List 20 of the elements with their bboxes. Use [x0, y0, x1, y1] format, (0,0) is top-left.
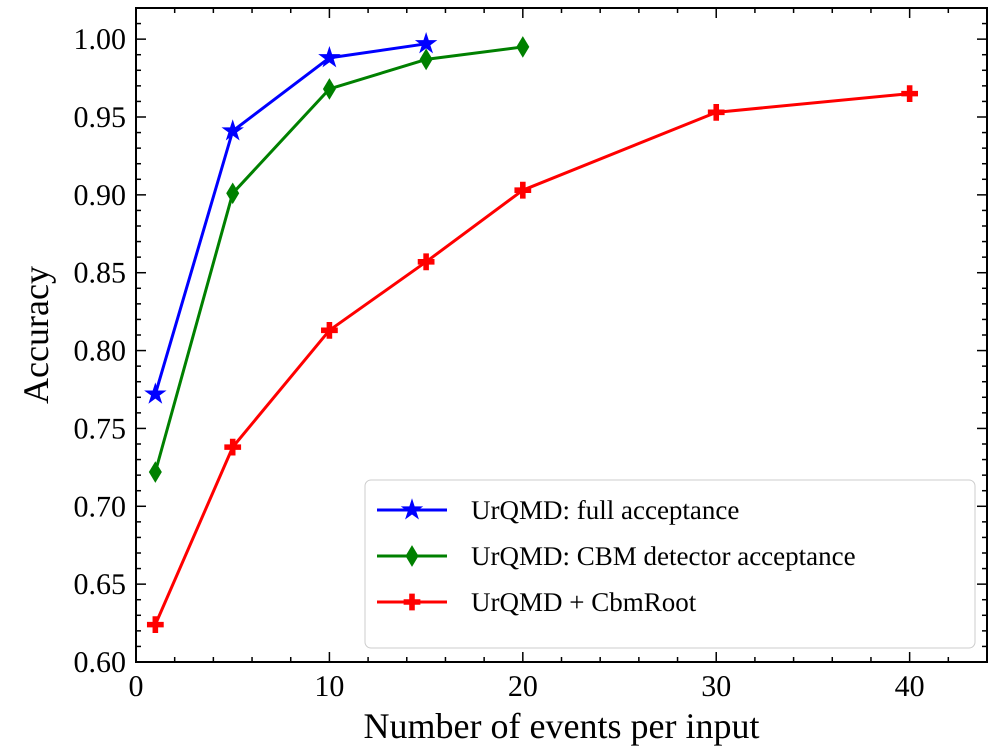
- x-tick-label: 10: [314, 670, 344, 703]
- y-tick-label: 0.95: [74, 101, 126, 134]
- legend-label: UrQMD: full acceptance: [471, 495, 740, 525]
- x-tick-label: 30: [701, 670, 732, 703]
- legend-label: UrQMD: CBM detector acceptance: [471, 541, 856, 571]
- y-tick-label: 0.70: [74, 490, 126, 524]
- y-tick-label: 0.75: [74, 412, 126, 446]
- y-axis-title: Accuracy: [16, 266, 56, 404]
- legend-label: UrQMD + CbmRoot: [471, 587, 697, 617]
- y-tick-label: 1.00: [74, 23, 126, 56]
- x-tick-label: 20: [508, 670, 538, 703]
- x-axis-title: Number of events per input: [364, 706, 760, 746]
- y-tick-label: 0.90: [74, 178, 126, 212]
- x-tick-label: 40: [894, 670, 925, 703]
- y-tick-label: 0.85: [74, 256, 126, 290]
- x-tick-label: 0: [128, 670, 144, 703]
- y-tick-label: 0.60: [74, 646, 126, 679]
- y-tick-label: 0.80: [74, 334, 126, 368]
- y-tick-label: 0.65: [74, 568, 126, 602]
- point: [414, 32, 438, 54]
